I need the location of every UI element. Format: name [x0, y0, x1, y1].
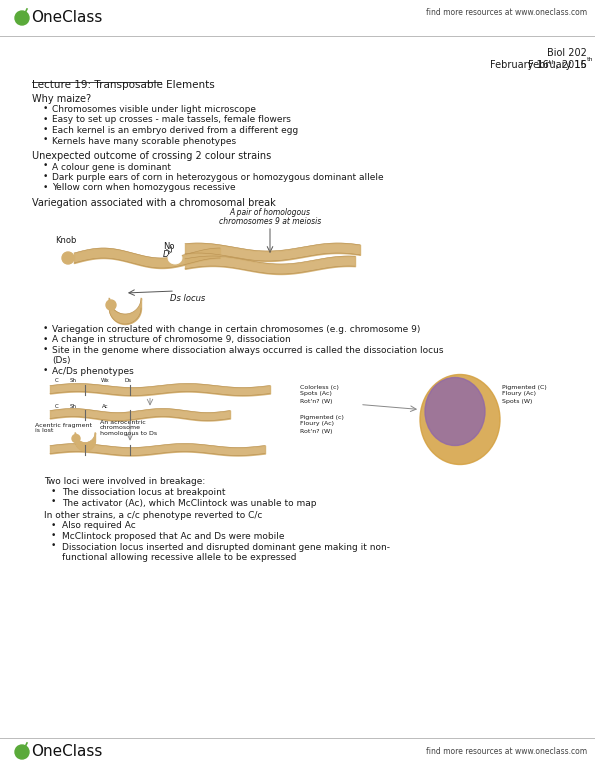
Text: •: •: [43, 104, 48, 113]
Text: •: •: [43, 182, 48, 192]
Text: •: •: [43, 162, 48, 170]
Text: Ds locus: Ds locus: [170, 294, 205, 303]
Text: Dissociation locus inserted and disrupted dominant gene making it non-: Dissociation locus inserted and disrupte…: [62, 543, 390, 551]
Text: Wx: Wx: [101, 379, 109, 383]
Text: Spots (W): Spots (W): [502, 399, 533, 403]
Ellipse shape: [168, 252, 182, 264]
Text: •: •: [51, 497, 57, 507]
Text: •: •: [43, 324, 48, 333]
Text: Also required Ac: Also required Ac: [62, 521, 136, 531]
Text: Kernels have many scorable phenotypes: Kernels have many scorable phenotypes: [52, 136, 236, 146]
Text: chromosomes 9 at meiosis: chromosomes 9 at meiosis: [219, 217, 321, 226]
Text: Two loci were involved in breakage:: Two loci were involved in breakage:: [44, 477, 205, 487]
Text: Chromosomes visible under light microscope: Chromosomes visible under light microsco…: [52, 105, 256, 114]
Ellipse shape: [425, 377, 485, 446]
Text: Biol 202: Biol 202: [547, 48, 587, 58]
Text: Lecture 19: Transposable Elements: Lecture 19: Transposable Elements: [32, 80, 215, 90]
Text: •: •: [43, 115, 48, 123]
Text: •: •: [43, 172, 48, 181]
Text: Pigmented (c): Pigmented (c): [300, 414, 344, 420]
Circle shape: [15, 745, 29, 759]
Text: Sh: Sh: [70, 403, 77, 409]
Text: •: •: [51, 531, 57, 540]
Text: •: •: [43, 366, 48, 375]
Text: th: th: [587, 57, 593, 62]
Text: February 16: February 16: [528, 60, 587, 70]
Text: •: •: [51, 521, 57, 530]
Text: The activator (Ac), which McClintock was unable to map: The activator (Ac), which McClintock was…: [62, 498, 317, 507]
Text: Acentric fragment
is lost: Acentric fragment is lost: [35, 423, 92, 434]
Text: Why maize?: Why maize?: [32, 93, 91, 103]
Text: A pair of homologous: A pair of homologous: [230, 208, 311, 217]
Circle shape: [62, 252, 74, 264]
Text: Easy to set up crosses - male tassels, female flowers: Easy to set up crosses - male tassels, f…: [52, 116, 291, 125]
Text: Knob: Knob: [55, 236, 76, 245]
Text: McClintock proposed that Ac and Ds were mobile: McClintock proposed that Ac and Ds were …: [62, 532, 284, 541]
Text: Spots (Ac): Spots (Ac): [300, 391, 332, 397]
Text: OneClass: OneClass: [31, 11, 102, 25]
Text: •: •: [43, 136, 48, 145]
Text: Colorless (c): Colorless (c): [300, 384, 339, 390]
Text: Floury (Ac): Floury (Ac): [502, 391, 536, 397]
Circle shape: [72, 434, 80, 443]
Text: C: C: [55, 379, 59, 383]
Text: Unexpected outcome of crossing 2 colour strains: Unexpected outcome of crossing 2 colour …: [32, 151, 271, 161]
Text: find more resources at www.oneclass.com: find more resources at www.oneclass.com: [426, 8, 587, 17]
Text: •: •: [43, 345, 48, 354]
Text: The dissociation locus at breakpoint: The dissociation locus at breakpoint: [62, 488, 226, 497]
Circle shape: [15, 11, 29, 25]
Text: •: •: [51, 487, 57, 496]
Text: Ds: Ds: [124, 379, 131, 383]
Text: •: •: [51, 541, 57, 551]
Text: A colour gene is dominant: A colour gene is dominant: [52, 162, 171, 172]
Text: C: C: [55, 403, 59, 409]
Text: Variegation correlated with change in certain chromosomes (e.g. chromosome 9): Variegation correlated with change in ce…: [52, 325, 421, 334]
Text: February 16ᵗʰ, 2015: February 16ᵗʰ, 2015: [490, 60, 587, 70]
Text: •: •: [43, 125, 48, 134]
Circle shape: [106, 300, 116, 310]
Text: OneClass: OneClass: [31, 745, 102, 759]
Text: Yellow corn when homozygous recessive: Yellow corn when homozygous recessive: [52, 183, 236, 192]
Text: Rot'n? (W): Rot'n? (W): [300, 428, 333, 434]
Text: Site in the genome where dissociation always occurred is called the dissociation: Site in the genome where dissociation al…: [52, 346, 443, 355]
Text: Floury (Ac): Floury (Ac): [300, 421, 334, 427]
Text: Rot'n? (W): Rot'n? (W): [300, 399, 333, 403]
Text: Ac/Ds phenotypes: Ac/Ds phenotypes: [52, 367, 134, 376]
Text: Variegation associated with a chromosomal break: Variegation associated with a chromosoma…: [32, 198, 275, 208]
Text: functional allowing recessive allele to be expressed: functional allowing recessive allele to …: [62, 553, 296, 562]
Text: (Ds): (Ds): [52, 357, 70, 366]
Text: Dark purple ears of corn in heterozygous or homozygous dominant allele: Dark purple ears of corn in heterozygous…: [52, 173, 384, 182]
Text: •: •: [43, 334, 48, 343]
Text: Sh: Sh: [70, 379, 77, 383]
Ellipse shape: [420, 374, 500, 464]
Text: find more resources at www.oneclass.com: find more resources at www.oneclass.com: [426, 748, 587, 756]
Text: In other strains, a c/c phenotype reverted to C/c: In other strains, a c/c phenotype revert…: [44, 511, 262, 520]
Text: Each kernel is an embryo derived from a different egg: Each kernel is an embryo derived from a …: [52, 126, 298, 135]
Text: No: No: [163, 242, 174, 251]
Text: Ac: Ac: [102, 403, 108, 409]
Text: Ds: Ds: [163, 250, 174, 259]
Text: An acrocentric
chromosome
homologous to Ds: An acrocentric chromosome homologous to …: [100, 420, 157, 436]
Text: Pigmented (C): Pigmented (C): [502, 384, 547, 390]
Text: A change in structure of chromosome 9, dissociation: A change in structure of chromosome 9, d…: [52, 336, 291, 344]
